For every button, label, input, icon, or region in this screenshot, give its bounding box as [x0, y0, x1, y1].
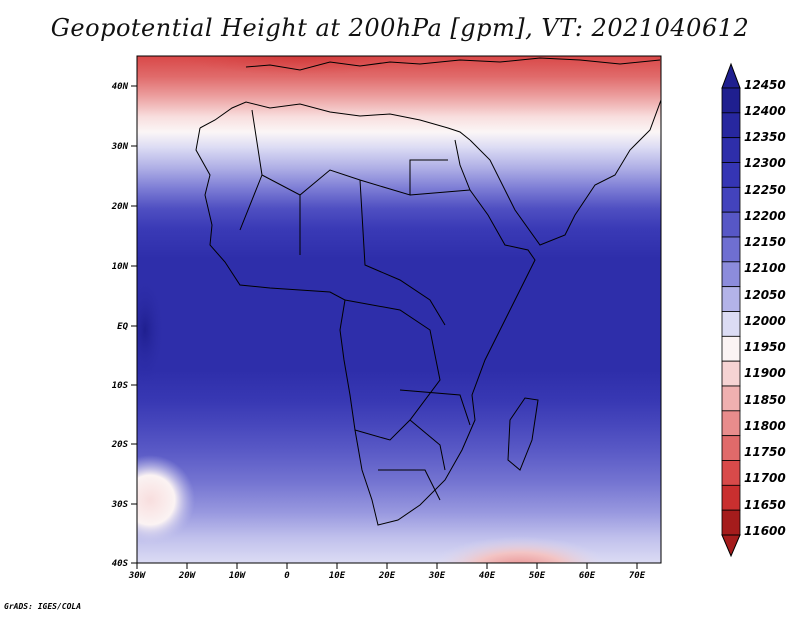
lat-axis: 40N 30N 20N 10N EQ 10S 20S 30S 40S — [111, 82, 137, 569]
colorbar-label: 12200 — [744, 209, 786, 223]
colorbar-swatch — [721, 335, 741, 362]
colorbar-label: 12100 — [744, 261, 786, 275]
colorbar-swatch — [721, 236, 741, 263]
lat-label: 40N — [112, 82, 129, 92]
colorbar-label: 12150 — [744, 235, 786, 249]
height-field — [137, 56, 661, 563]
lon-label: 60E — [579, 571, 596, 581]
lat-label: 10N — [112, 262, 129, 272]
lat-label: 30N — [111, 142, 129, 152]
credit-text: GrADS: IGES/COLA — [4, 602, 82, 611]
colorbar-swatch — [721, 410, 741, 437]
colorbar-label: 12000 — [744, 314, 786, 328]
colorbar-swatch — [721, 87, 741, 114]
colorbar-swatch — [721, 261, 741, 288]
colorbar-top-arrow — [721, 62, 741, 89]
lon-label: 30E — [428, 571, 446, 581]
lon-label: 0 — [284, 571, 290, 581]
colorbar-label: 11800 — [744, 419, 786, 433]
chart-title: Geopotential Height at 200hPa [gpm], VT:… — [50, 14, 750, 42]
colorbar-swatch — [721, 484, 741, 511]
colorbar-label: 12050 — [744, 288, 786, 302]
lat-label: 20S — [111, 440, 129, 450]
colorbar-swatch — [721, 311, 741, 337]
lon-label: 40E — [479, 571, 496, 581]
colorbar-swatch — [721, 385, 741, 412]
coastlines — [195, 57, 661, 526]
lon-label: 70E — [629, 571, 646, 581]
colorbar-label: 12450 — [744, 78, 786, 92]
map-frame — [136, 55, 662, 564]
colorbar-swatch — [721, 460, 741, 486]
colorbar-label: 11650 — [744, 498, 786, 512]
colorbar-label: 11850 — [744, 393, 786, 407]
colorbar-label: 12300 — [744, 156, 786, 170]
lon-label: 30W — [128, 571, 147, 581]
colorbar-label: 11750 — [744, 445, 786, 459]
colorbar-label: 11900 — [744, 366, 786, 380]
colorbar-swatch — [721, 162, 741, 188]
colorbar-label: 12350 — [744, 130, 786, 144]
colorbar-swatch — [721, 509, 741, 536]
lat-label: 20N — [111, 202, 129, 212]
lon-label: 10W — [229, 571, 247, 581]
colorbar: 12450 12400 12350 12300 12250 12200 1215… — [721, 62, 786, 558]
lat-label: 10S — [112, 381, 129, 391]
lon-label: 20E — [378, 571, 396, 581]
colorbar-swatch — [721, 112, 741, 139]
colorbar-label: 12250 — [744, 183, 786, 197]
lon-label: 50E — [529, 571, 546, 581]
lon-label: 10E — [329, 571, 346, 581]
colorbar-swatch — [721, 137, 741, 163]
colorbar-label: 11600 — [744, 524, 786, 538]
colorbar-swatch — [721, 211, 741, 238]
colorbar-swatch — [721, 186, 741, 213]
colorbar-label: 12400 — [744, 104, 786, 118]
lat-label: EQ — [117, 322, 128, 332]
lon-axis: 30W 20W 10W 0 10E 20E 30E 40E 50E 60E 70… — [128, 563, 646, 581]
lat-label: 30S — [111, 500, 129, 510]
lon-label: 20W — [178, 571, 197, 581]
colorbar-swatch — [721, 435, 741, 461]
lat-label: 40S — [112, 559, 129, 569]
colorbar-label: 11950 — [744, 340, 786, 354]
colorbar-swatch — [721, 286, 741, 312]
colorbar-swatch — [721, 360, 741, 387]
colorbar-label: 11700 — [744, 471, 786, 485]
colorbar-bottom-arrow — [721, 534, 741, 558]
